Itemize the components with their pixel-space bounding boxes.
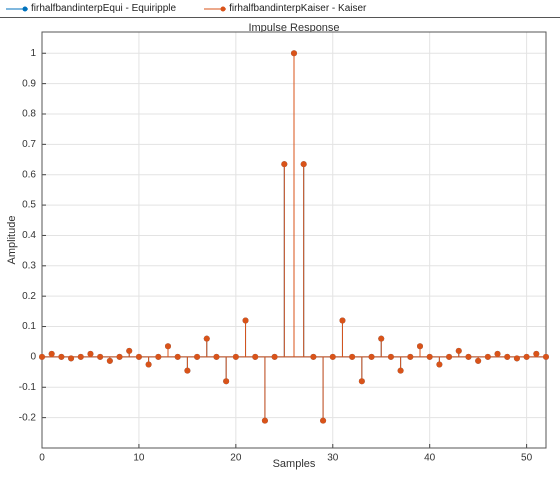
legend-entry: firhalfbandinterpEqui - Equiripple xyxy=(6,3,176,14)
y-tick-label: 0.1 xyxy=(22,321,36,332)
stem-marker xyxy=(378,335,385,342)
stem-marker xyxy=(436,361,443,368)
stem-marker xyxy=(203,335,210,342)
stem-marker xyxy=(397,367,404,374)
stem-marker xyxy=(320,417,327,424)
chart-title: Impulse Response xyxy=(248,22,339,34)
stem-marker xyxy=(465,353,472,360)
legend-label: firhalfbandinterpKaiser - Kaiser xyxy=(229,3,367,14)
swatch-marker xyxy=(220,6,226,11)
stem-marker xyxy=(135,353,142,360)
legend-entry: firhalfbandinterpKaiser - Kaiser xyxy=(204,3,366,14)
y-tick-label: 1 xyxy=(30,48,36,59)
legend: firhalfbandinterpEqui - Equiripple firhal… xyxy=(0,0,560,18)
stem-marker xyxy=(455,347,462,354)
stem-marker xyxy=(523,353,530,360)
stem-marker xyxy=(77,353,84,360)
stem-marker xyxy=(368,353,375,360)
stem-marker xyxy=(300,161,307,168)
stem-marker xyxy=(87,350,94,357)
stem-marker xyxy=(407,353,414,360)
x-axis-label: Samples xyxy=(273,458,316,470)
stem-marker xyxy=(358,378,365,385)
stem-marker xyxy=(291,50,297,57)
stem-marker xyxy=(213,353,220,360)
legend-swatch xyxy=(6,6,28,11)
stem-marker xyxy=(48,350,55,357)
x-tick-label: 40 xyxy=(424,453,436,464)
stem-marker xyxy=(165,343,171,350)
stem-marker xyxy=(543,353,549,360)
stem-marker xyxy=(281,161,288,168)
stem-marker xyxy=(232,353,239,360)
stem-marker xyxy=(417,343,423,350)
stem-marker xyxy=(252,353,259,360)
stem-marker xyxy=(329,353,336,360)
stem-marker xyxy=(145,361,152,368)
stem-marker xyxy=(310,353,317,360)
stem-marker xyxy=(223,378,230,385)
y-tick-label: 0.4 xyxy=(22,230,36,241)
y-tick-label: 0 xyxy=(30,352,36,363)
stem-marker xyxy=(106,357,113,364)
stem-marker xyxy=(494,350,501,357)
stem-marker xyxy=(242,317,249,324)
stem-marker xyxy=(339,317,346,324)
y-tick-label: 0.8 xyxy=(22,109,36,120)
stem-marker xyxy=(533,350,540,357)
stem-marker xyxy=(513,355,520,362)
x-tick-label: 10 xyxy=(133,453,145,464)
stem-marker xyxy=(271,353,278,360)
stem-marker xyxy=(484,353,491,360)
y-tick-label: 0.7 xyxy=(22,139,36,150)
stem-marker xyxy=(475,357,482,364)
x-tick-label: 0 xyxy=(39,453,45,464)
plot-frame xyxy=(41,31,547,449)
y-tick-label: 0.5 xyxy=(22,200,36,211)
swatch-marker xyxy=(22,6,28,11)
stem-marker xyxy=(174,353,181,360)
y-tick-label: 0.2 xyxy=(22,291,36,302)
stem-marker xyxy=(261,417,268,424)
stem-marker xyxy=(39,353,45,360)
x-tick-label: 30 xyxy=(327,453,339,464)
stem-marker xyxy=(446,353,453,360)
y-tick-label: 0.6 xyxy=(22,169,36,180)
x-tick-label: 20 xyxy=(230,453,242,464)
y-tick-label: -0.2 xyxy=(19,412,37,423)
stem-marker xyxy=(504,353,511,360)
stem-marker xyxy=(68,355,75,362)
stem-marker xyxy=(97,353,104,360)
legend-label: firhalfbandinterpEqui - Equiripple xyxy=(31,3,177,14)
stem-marker xyxy=(155,353,162,360)
stem-marker xyxy=(349,353,356,360)
stem-marker xyxy=(126,347,133,354)
stem-marker xyxy=(194,353,201,360)
y-tick-label: 0.9 xyxy=(22,78,36,89)
stem-marker xyxy=(116,353,123,360)
stem-marker xyxy=(58,353,65,360)
y-tick-label: -0.1 xyxy=(19,382,37,393)
y-axis-label: Amplitude xyxy=(6,216,18,265)
stem-marker xyxy=(387,353,394,360)
legend-swatch xyxy=(204,6,227,11)
y-tick-label: 0.3 xyxy=(22,260,36,271)
stem-marker xyxy=(184,367,191,374)
x-tick-label: 50 xyxy=(521,453,533,464)
chart: Impulse Response Samples Amplitude -0.2 -… xyxy=(6,22,549,470)
stem-marker xyxy=(426,353,433,360)
